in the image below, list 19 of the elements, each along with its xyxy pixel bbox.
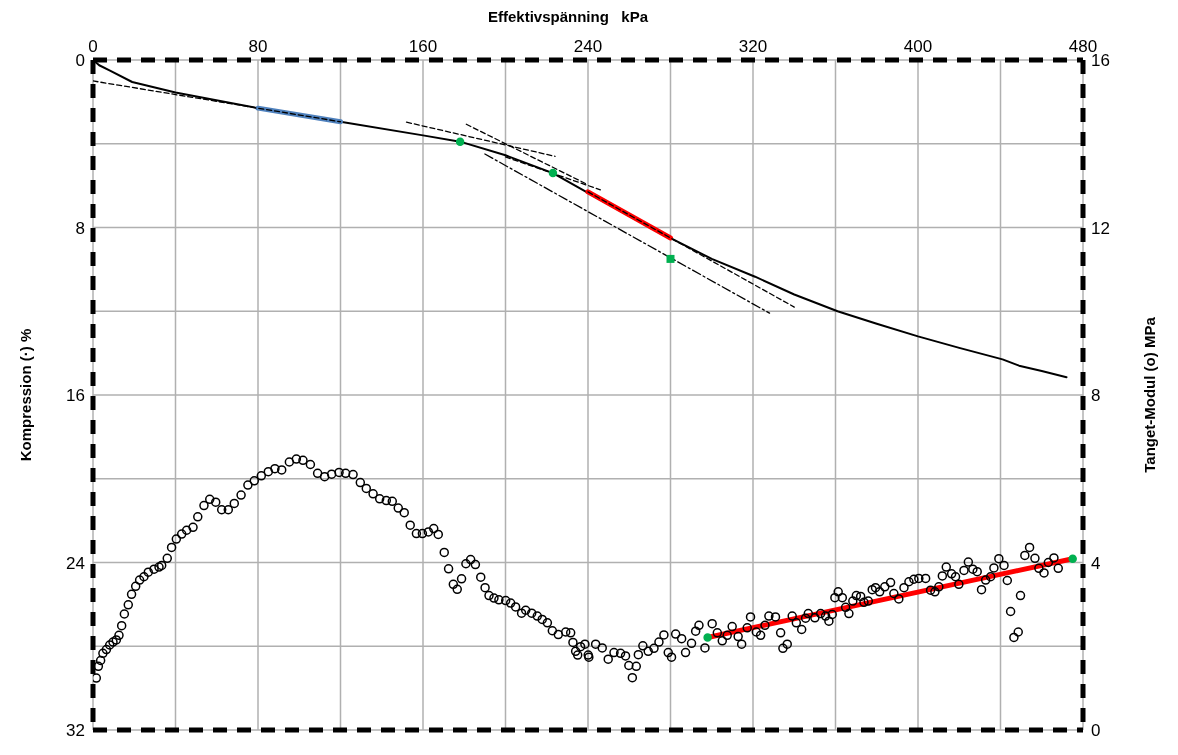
- y-tick-label: 0: [75, 51, 85, 71]
- x-tick-label: 320: [738, 37, 768, 56]
- y-tick-label: 24: [66, 553, 85, 573]
- x-tick-label: 0: [88, 37, 98, 56]
- y-tick-label: 8: [75, 218, 85, 238]
- y2-axis-title: Tanget-Modul (o) MPa: [1141, 316, 1159, 473]
- y2-tick-label: 4: [1091, 553, 1101, 573]
- y2-tick-label: 16: [1091, 51, 1110, 71]
- x-tick-label: 160: [408, 37, 438, 56]
- y2-tick-label: 0: [1091, 721, 1101, 741]
- y-tick-label: 32: [66, 721, 85, 741]
- y2-tick-label: 8: [1091, 386, 1101, 406]
- x-axis-title: Effektivspänning kPa: [486, 8, 649, 25]
- y-axis-title: Kompression (·) %: [17, 328, 35, 462]
- x-tick-label: 80: [248, 37, 268, 56]
- x-tick-label: 400: [903, 37, 933, 56]
- y2-tick-label: 12: [1091, 218, 1110, 238]
- x-tick-label: 240: [573, 37, 603, 56]
- y-tick-label: 16: [66, 386, 85, 406]
